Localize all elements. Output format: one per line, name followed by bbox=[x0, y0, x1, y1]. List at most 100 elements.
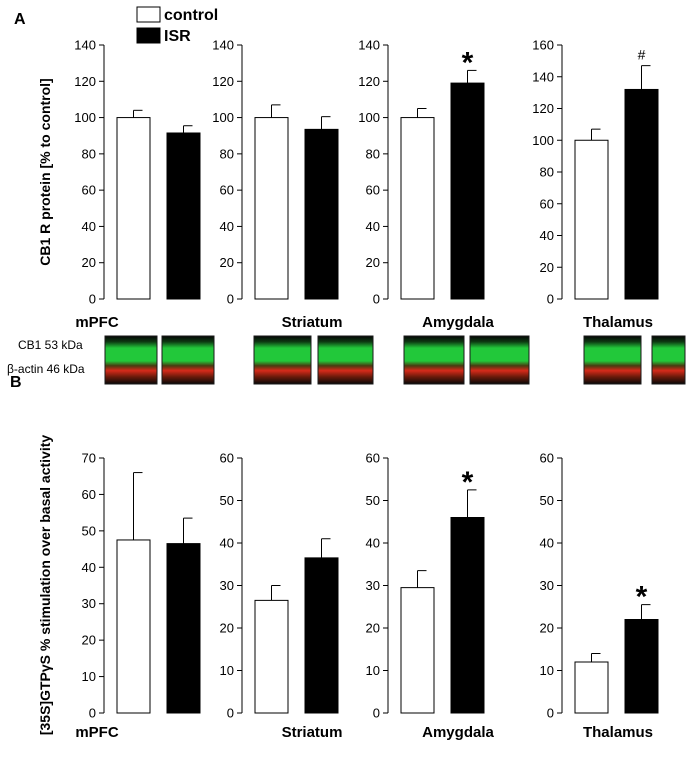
y-tick-label: 0 bbox=[227, 292, 234, 307]
bar-isr bbox=[166, 132, 201, 300]
chart-b-striatum: 0 10 20 30 40 50 60 Striatum bbox=[220, 451, 343, 742]
legend-control-swatch bbox=[136, 6, 161, 23]
y-tick-label: 100 bbox=[358, 110, 380, 125]
y-tick-label: 80 bbox=[366, 146, 380, 161]
bar-isr bbox=[450, 517, 485, 714]
region-label: Amygdala bbox=[422, 314, 494, 331]
blot-lane bbox=[469, 335, 530, 385]
y-tick-label: 20 bbox=[540, 260, 554, 275]
y-tick-label: 40 bbox=[220, 219, 234, 234]
region-label: Thalamus bbox=[583, 314, 653, 331]
region-label: Thalamus bbox=[583, 724, 653, 741]
legend: control ISR bbox=[136, 6, 218, 45]
y-tick-label: 160 bbox=[532, 38, 554, 53]
y-tick-label: 120 bbox=[358, 74, 380, 89]
blot-cb1-label: CB1 53 kDa bbox=[18, 338, 83, 352]
y-tick-label: 140 bbox=[74, 38, 96, 53]
y-tick-label: 120 bbox=[212, 74, 234, 89]
y-tick-label: 80 bbox=[82, 146, 96, 161]
bar-control bbox=[254, 117, 289, 300]
y-tick-label: 30 bbox=[82, 596, 96, 611]
y-tick-label: 20 bbox=[366, 255, 380, 270]
y-tick-label: 10 bbox=[366, 663, 380, 678]
y-tick-label: 80 bbox=[540, 165, 554, 180]
y-tick-label: 40 bbox=[82, 219, 96, 234]
region-label: Striatum bbox=[282, 724, 343, 741]
chart-a-striatum: 0 20 40 60 80 100 120 140 Striatum bbox=[212, 38, 342, 332]
bar-control bbox=[400, 117, 435, 300]
y-tick-label: 60 bbox=[540, 196, 554, 211]
y-tick-label: 60 bbox=[220, 183, 234, 198]
bar-control bbox=[116, 117, 151, 300]
y-tick-label: 30 bbox=[366, 578, 380, 593]
y-tick-label: 20 bbox=[82, 633, 96, 648]
y-tick-label: 80 bbox=[220, 146, 234, 161]
y-tick-label: 140 bbox=[532, 69, 554, 84]
y-tick-label: 20 bbox=[220, 255, 234, 270]
chart-a-amygdala: 0 20 40 60 80 100 120 140 * Amygdala bbox=[358, 38, 494, 332]
y-tick-label: 120 bbox=[532, 101, 554, 116]
bar-control bbox=[574, 139, 609, 300]
significance-marker: # bbox=[638, 47, 646, 63]
y-tick-label: 20 bbox=[82, 255, 96, 270]
blot-images bbox=[104, 335, 686, 385]
bar-isr bbox=[304, 128, 339, 300]
y-tick-label: 50 bbox=[540, 493, 554, 508]
y-tick-label: 50 bbox=[82, 523, 96, 538]
panel-b-label: B bbox=[10, 374, 22, 391]
panel-a-label: A bbox=[14, 11, 26, 28]
blot-lane bbox=[253, 335, 312, 385]
chart-b-thalamus: 0 10 20 30 40 50 60 * Thalamus bbox=[540, 451, 659, 741]
y-tick-label: 10 bbox=[220, 663, 234, 678]
bar-control bbox=[574, 661, 609, 714]
western-blot-strip: CB1 53 kDa β-actin 46 kDa bbox=[7, 335, 686, 385]
y-axis-label: CB1 R protein [% to control] bbox=[37, 78, 53, 265]
bar-isr bbox=[450, 82, 485, 300]
bar-control bbox=[254, 599, 289, 714]
y-tick-label: 100 bbox=[532, 133, 554, 148]
y-tick-label: 140 bbox=[212, 38, 234, 53]
bar-isr bbox=[624, 88, 659, 300]
y-tick-label: 20 bbox=[220, 621, 234, 636]
y-tick-label: 0 bbox=[373, 706, 380, 721]
y-tick-label: 40 bbox=[220, 536, 234, 551]
y-tick-label: 40 bbox=[366, 219, 380, 234]
chart-b-amygdala: 0 10 20 30 40 50 60 * Amygdala bbox=[366, 451, 495, 742]
legend-isr-swatch bbox=[136, 27, 161, 44]
y-tick-label: 60 bbox=[540, 451, 554, 466]
y-tick-label: 50 bbox=[220, 493, 234, 508]
y-tick-label: 0 bbox=[89, 706, 96, 721]
blot-actin-label: β-actin 46 kDa bbox=[7, 362, 85, 376]
y-tick-label: 60 bbox=[82, 487, 96, 502]
y-tick-label: 120 bbox=[74, 74, 96, 89]
y-tick-label: 20 bbox=[540, 621, 554, 636]
bar-isr bbox=[166, 543, 201, 714]
region-label: Amygdala bbox=[422, 724, 494, 741]
bar-control bbox=[400, 587, 435, 714]
significance-marker: * bbox=[636, 581, 648, 614]
region-label: mPFC bbox=[75, 724, 119, 741]
y-tick-label: 70 bbox=[82, 451, 96, 466]
y-tick-label: 60 bbox=[82, 183, 96, 198]
bar-isr bbox=[304, 557, 339, 714]
y-tick-label: 100 bbox=[74, 110, 96, 125]
legend-control-label: control bbox=[164, 7, 218, 24]
y-tick-label: 0 bbox=[89, 292, 96, 307]
blot-lane bbox=[161, 335, 215, 385]
y-tick-label: 40 bbox=[82, 560, 96, 575]
y-tick-label: 40 bbox=[540, 536, 554, 551]
y-tick-label: 20 bbox=[366, 621, 380, 636]
y-tick-label: 60 bbox=[366, 451, 380, 466]
legend-isr-label: ISR bbox=[164, 28, 191, 45]
bar-control bbox=[116, 539, 151, 714]
region-label: Striatum bbox=[282, 314, 343, 331]
blot-lane bbox=[651, 335, 686, 385]
y-tick-label: 0 bbox=[547, 706, 554, 721]
y-tick-label: 50 bbox=[366, 493, 380, 508]
y-tick-label: 0 bbox=[373, 292, 380, 307]
y-tick-label: 30 bbox=[220, 578, 234, 593]
bar-isr bbox=[624, 619, 659, 714]
y-tick-label: 60 bbox=[366, 183, 380, 198]
y-tick-label: 60 bbox=[220, 451, 234, 466]
